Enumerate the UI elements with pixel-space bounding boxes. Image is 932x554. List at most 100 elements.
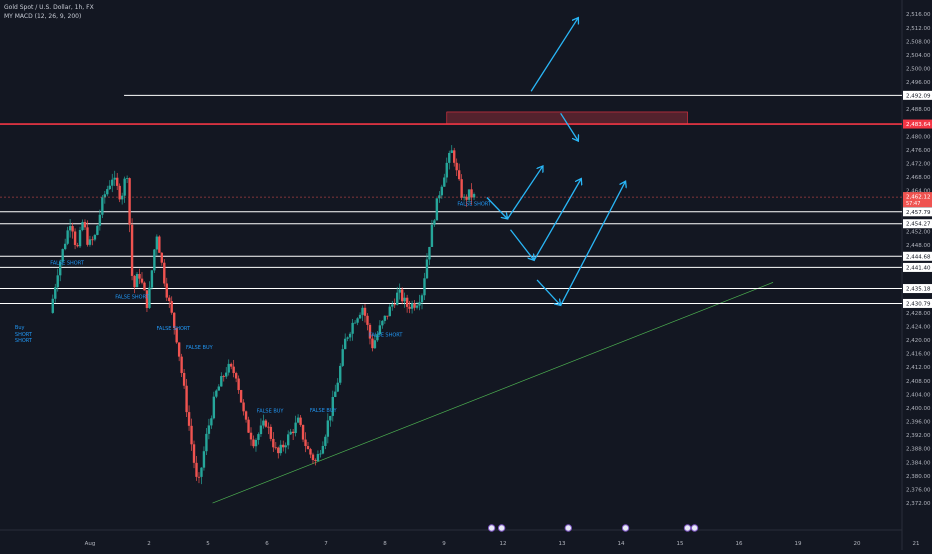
- candle-body: [304, 439, 307, 447]
- resistance-zone: [446, 111, 688, 125]
- candle-body: [76, 245, 79, 247]
- candle-body: [222, 376, 225, 377]
- candle-body: [207, 425, 211, 434]
- event-flag-icon: [690, 524, 699, 532]
- candle-body: [348, 333, 352, 338]
- candle-body: [205, 433, 208, 452]
- candle-body: [346, 337, 349, 339]
- y-tick-label: 2,400.00: [906, 406, 931, 412]
- candle-body: [165, 283, 168, 298]
- y-tick-label: 2,420.00: [906, 338, 931, 344]
- chart-legend: Gold Spot / U.S. Dollar, 1h, FX MY MACD …: [4, 3, 94, 21]
- y-tick-label: 2,496.00: [906, 80, 931, 86]
- candle-body: [378, 325, 382, 335]
- level-price-label: 2,444.68: [906, 254, 931, 260]
- candle-body: [63, 243, 67, 250]
- candle-body: [116, 177, 119, 186]
- candle-body: [185, 385, 188, 413]
- candle-body: [56, 275, 59, 288]
- candle-body: [128, 178, 131, 225]
- x-tick-label: 2: [147, 541, 151, 547]
- projection-arrow: [533, 178, 581, 261]
- candle-body: [306, 446, 310, 450]
- candle-body: [192, 444, 196, 463]
- candle-body: [78, 230, 82, 247]
- y-tick-label: 2,380.00: [906, 474, 931, 480]
- event-flag-icon: [683, 524, 692, 532]
- candle-body: [358, 314, 362, 319]
- candle-body: [187, 412, 191, 426]
- resistance-price-label: 2,483.64: [906, 122, 931, 128]
- signal-annotation: FALSE SHORT: [457, 202, 492, 208]
- y-tick-label: 2,508.00: [906, 39, 931, 45]
- x-tick-label: 12: [500, 541, 507, 547]
- symbol-title: Gold Spot / U.S. Dollar, 1h, FX: [4, 4, 94, 11]
- y-tick-label: 2,388.00: [906, 447, 931, 453]
- candle-body: [101, 197, 104, 215]
- candle-body: [262, 420, 265, 426]
- candle-body: [363, 307, 367, 316]
- candle-body: [73, 231, 77, 246]
- x-tick-label: 21: [913, 541, 920, 547]
- y-tick-label: 2,504.00: [906, 53, 931, 59]
- candle-body: [296, 417, 300, 423]
- y-tick-label: 2,404.00: [906, 392, 931, 398]
- x-tick-label: 9: [442, 541, 446, 547]
- candle-body: [168, 297, 171, 302]
- candle-body: [257, 434, 260, 440]
- candle-body: [356, 318, 359, 323]
- candle-body: [249, 432, 253, 440]
- candle-body: [376, 334, 379, 341]
- countdown-label: 57:47: [906, 201, 920, 207]
- candle-body: [264, 420, 268, 427]
- candle-body: [289, 431, 292, 435]
- candle-body: [470, 189, 473, 198]
- candle-body: [383, 315, 387, 321]
- candle-body: [425, 259, 429, 279]
- candle-body: [175, 328, 178, 343]
- candle-body: [381, 320, 384, 326]
- candle-body: [158, 236, 161, 253]
- candle-body: [410, 303, 414, 309]
- candle-body: [398, 289, 401, 293]
- candle-body: [418, 302, 421, 306]
- y-tick-label: 2,428.00: [906, 311, 931, 317]
- candle-body: [467, 189, 471, 200]
- candle-body: [51, 298, 54, 313]
- candle-body: [197, 476, 201, 478]
- y-tick-label: 2,384.00: [906, 460, 931, 466]
- projection-arrow: [536, 279, 561, 305]
- candle-body: [54, 287, 57, 299]
- candle-body: [244, 411, 248, 420]
- candle-body: [294, 422, 297, 434]
- candle-body: [448, 152, 451, 163]
- candle-body: [455, 162, 458, 171]
- indicator-label: MY MACD (12, 26, 9, 200): [4, 13, 82, 20]
- candle-body: [135, 273, 139, 288]
- signal-annotation: SHORT: [15, 338, 33, 344]
- projection-arrow: [486, 197, 508, 219]
- level-price-tag: [903, 298, 932, 308]
- signal-annotation: FALSE BUY: [186, 345, 214, 351]
- candle-body: [247, 419, 250, 433]
- y-tick-label: 2,472.00: [906, 162, 931, 168]
- level-price-tag: [903, 207, 932, 217]
- y-tick-label: 2,516.00: [906, 12, 931, 18]
- candle-body: [420, 295, 424, 303]
- candle-body: [371, 338, 374, 349]
- candle-body: [106, 189, 109, 195]
- candle-body: [93, 234, 97, 240]
- candle-body: [343, 338, 347, 350]
- y-tick-label: 2,424.00: [906, 325, 931, 331]
- candle-body: [125, 178, 129, 179]
- candle-body: [71, 226, 74, 232]
- y-tick-label: 2,412.00: [906, 365, 931, 371]
- candle-body: [133, 275, 136, 288]
- candle-body: [177, 342, 181, 357]
- candle-body: [215, 390, 218, 397]
- x-tick-label: 8: [383, 541, 387, 547]
- candle-body: [254, 439, 258, 447]
- candle-body: [353, 322, 357, 324]
